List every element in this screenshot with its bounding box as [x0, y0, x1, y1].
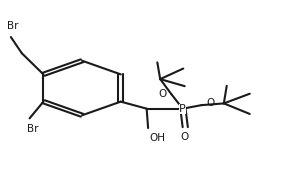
Text: OH: OH	[149, 133, 166, 143]
Text: O: O	[206, 98, 215, 108]
Text: O: O	[158, 89, 166, 99]
Text: P: P	[179, 104, 186, 114]
Text: O: O	[181, 132, 189, 142]
Text: Br: Br	[27, 124, 38, 134]
Text: Br: Br	[7, 21, 19, 31]
